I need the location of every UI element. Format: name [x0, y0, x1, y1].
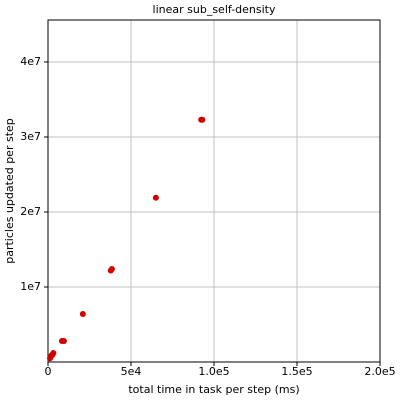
point — [198, 116, 205, 123]
y-tick-label: 3e7 — [20, 130, 41, 143]
y-axis-label: particles updated per step — [3, 118, 16, 264]
x-tick-label: 1.5e5 — [281, 365, 312, 378]
y-tick-label: 1e7 — [20, 280, 41, 293]
x-tick-label: 1.0e5 — [198, 365, 229, 378]
point — [152, 194, 159, 201]
x-axis-label: total time in task per step (ms) — [128, 383, 299, 396]
point — [58, 338, 65, 344]
x-tick-label: 0 — [45, 365, 52, 378]
y-tick-label: 2e7 — [20, 205, 41, 218]
chart-title: linear sub_self-density — [153, 3, 276, 16]
x-tick-label: 2.0e5 — [364, 365, 395, 378]
point — [79, 311, 86, 317]
y-tick-label: 4e7 — [20, 55, 41, 68]
point — [46, 355, 53, 362]
x-tick-label: 5e4 — [121, 365, 142, 378]
plot-frame — [47, 19, 381, 363]
point — [107, 267, 114, 274]
